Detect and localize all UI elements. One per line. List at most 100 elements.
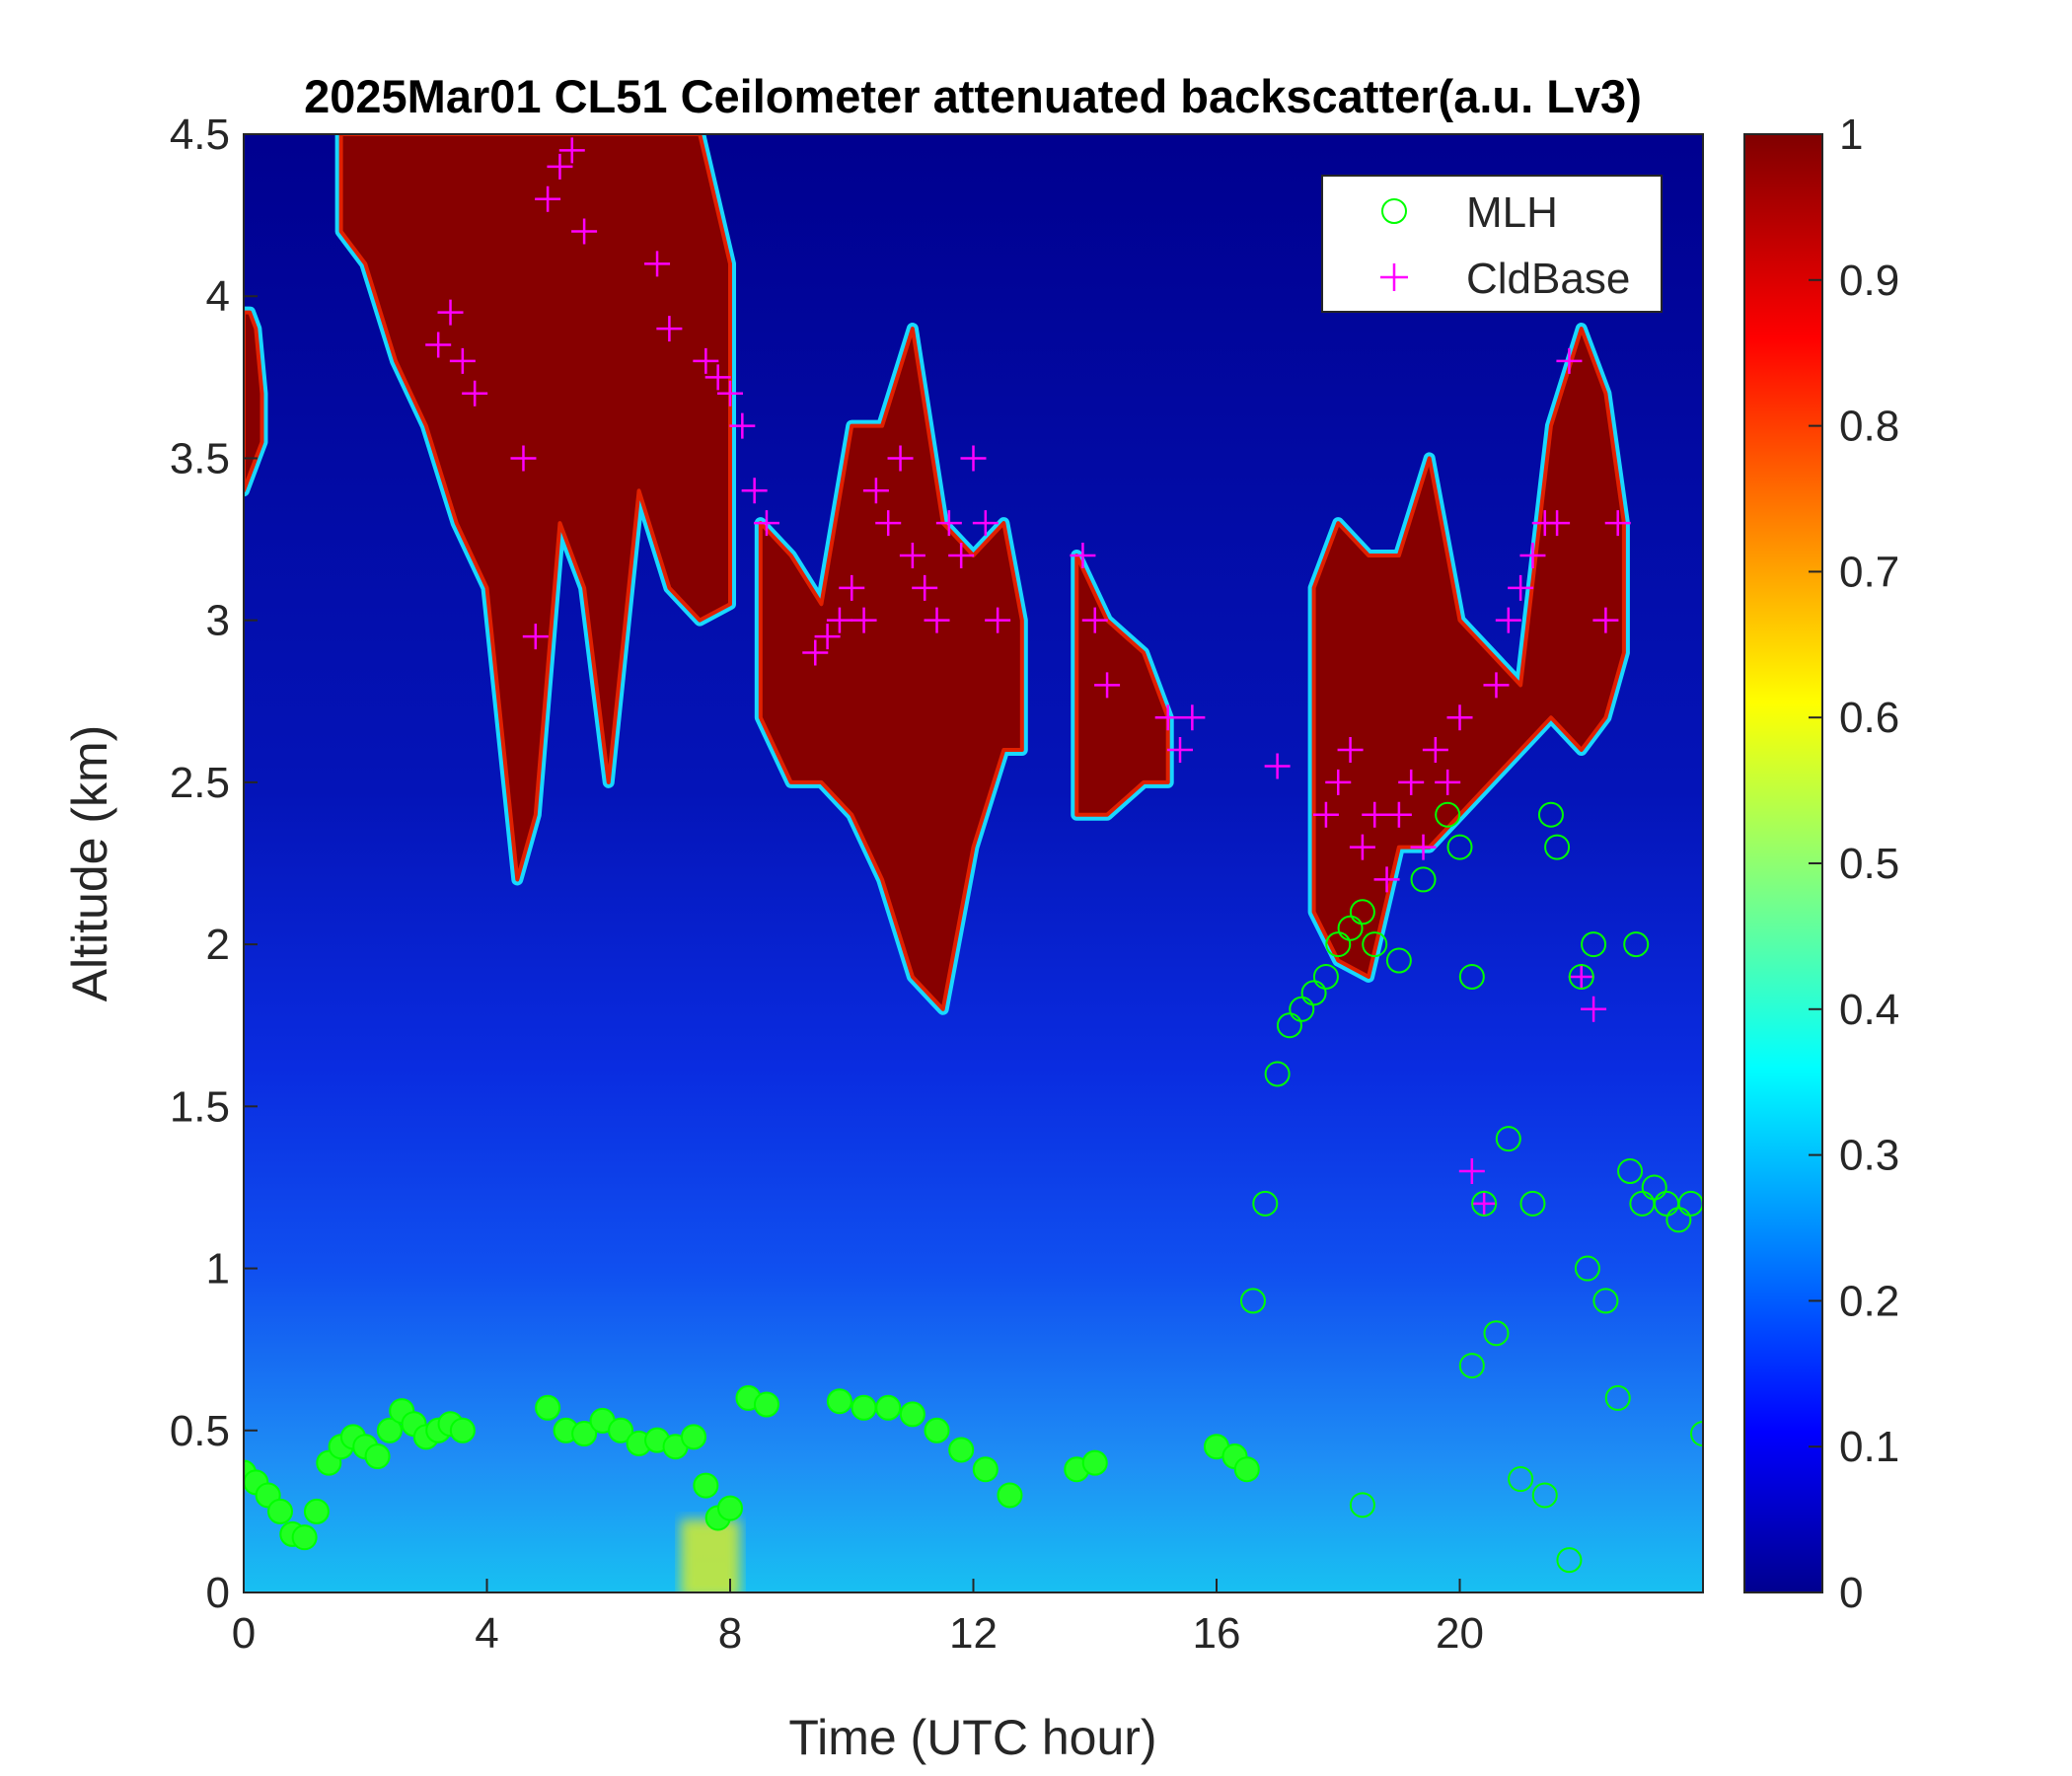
- y-tick-label: 0: [206, 1569, 230, 1617]
- cldbase-point: [899, 542, 925, 568]
- mlh-point: [1690, 1421, 1703, 1447]
- mlh-point: [266, 1498, 293, 1524]
- colorbar-tick-label: 0.9: [1839, 257, 1899, 305]
- cldbase-point: [1081, 607, 1108, 633]
- x-axis: 0 4 8 12 16 20: [232, 1579, 1484, 1658]
- y-tick-label: 4: [206, 272, 230, 321]
- cldbase-point: [1568, 963, 1594, 990]
- cldbase-point: [1471, 1190, 1498, 1217]
- mlh-point: [1458, 1353, 1485, 1379]
- mlh-point: [1349, 899, 1375, 925]
- mlh-point: [1519, 1190, 1546, 1217]
- cldbase-point: [1446, 704, 1473, 731]
- colorbar-tick-label: 1: [1839, 111, 1863, 159]
- mlh-point: [1604, 1384, 1631, 1411]
- legend: MLH CldBase: [1321, 175, 1663, 313]
- mlh-point: [681, 1424, 707, 1450]
- mlh-point: [1337, 915, 1364, 941]
- mlh-point: [1568, 963, 1594, 990]
- mlh-point: [1531, 1482, 1558, 1509]
- y-tick-label: 3.5: [170, 434, 230, 482]
- mlh-point: [1410, 866, 1437, 893]
- y-tick-label: 4.5: [170, 111, 230, 159]
- cloud-layer-2: [758, 327, 1024, 1011]
- colorbar-ticks: 0 0.1 0.2 0.3 0.4 0.5 0.6 0.7 0.8 0.9 1: [1809, 111, 1899, 1617]
- legend-cldbase-label: CldBase: [1466, 255, 1630, 303]
- cldbase-point: [887, 445, 914, 472]
- cldbase-point: [1508, 574, 1534, 601]
- mlh-point: [875, 1394, 902, 1421]
- cldbase-point: [1349, 834, 1375, 860]
- cldbase-point: [693, 347, 719, 374]
- mlh-point: [753, 1391, 779, 1418]
- cldbase-point: [1154, 704, 1181, 731]
- mlh-point: [303, 1498, 330, 1524]
- mlh-point: [826, 1388, 852, 1415]
- cldbase-point: [1581, 996, 1607, 1022]
- mlh-point: [1471, 1190, 1498, 1217]
- mlh-point: [1592, 1288, 1619, 1314]
- mlh-point: [1483, 1320, 1510, 1347]
- cldbase-point: [449, 347, 476, 374]
- cldbase-point: [862, 478, 889, 504]
- cldbase-point: [1167, 737, 1194, 764]
- x-tick-label: 20: [1436, 1609, 1484, 1658]
- mlh-point: [851, 1394, 877, 1421]
- cldbase-point: [1422, 737, 1448, 764]
- cldbase-point: [1519, 542, 1546, 568]
- x-tick-label: 0: [232, 1609, 256, 1658]
- mlh-point: [693, 1472, 719, 1499]
- legend-mlh-marker: [1381, 198, 1407, 224]
- cldbase-point: [558, 137, 585, 164]
- cldbase-point: [510, 445, 537, 472]
- y-tick-label: 3: [206, 597, 230, 645]
- mlh-point: [1233, 1456, 1260, 1483]
- mlh-point: [997, 1482, 1023, 1509]
- x-tick-label: 12: [949, 1609, 998, 1658]
- mlh-point: [1665, 1207, 1692, 1233]
- mlh-point: [899, 1401, 925, 1428]
- cldbase-point: [547, 153, 573, 180]
- mlh-point: [1300, 980, 1327, 1006]
- cldbase-point: [1544, 510, 1571, 537]
- mlh-point: [291, 1524, 318, 1551]
- legend-box: [1321, 175, 1663, 313]
- mlh-series: [244, 801, 1703, 1574]
- cldbase-point: [1325, 769, 1352, 795]
- cldbase-point: [972, 510, 999, 537]
- cldbase-point: [571, 218, 598, 245]
- cldbase-point: [1604, 510, 1631, 537]
- mlh-point: [1264, 1061, 1291, 1087]
- mlh-point: [1081, 1449, 1108, 1476]
- cldbase-point: [1458, 1158, 1485, 1185]
- mlh-point: [948, 1437, 975, 1463]
- colorbar-tick-label: 0.3: [1839, 1132, 1899, 1180]
- mlh-point: [1508, 1466, 1534, 1493]
- mlh-point: [1276, 1012, 1302, 1039]
- cldbase-point: [1592, 607, 1619, 633]
- cldbase-point: [462, 380, 488, 407]
- colorbar: 0 0.1 0.2 0.3 0.4 0.5 0.6 0.7 0.8 0.9 1: [1743, 111, 1899, 1617]
- mlh-point: [1385, 947, 1412, 974]
- cldbase-point: [1385, 801, 1412, 828]
- cldbase-point: [1410, 834, 1437, 860]
- cldbase-point: [1398, 769, 1425, 795]
- mlh-point: [1435, 801, 1461, 828]
- mlh-point: [449, 1417, 476, 1443]
- cldbase-point: [753, 510, 779, 537]
- mlh-point: [535, 1394, 561, 1421]
- cldbase-point: [948, 542, 975, 568]
- cldbase-point: [1264, 753, 1291, 779]
- x-tick-label: 16: [1193, 1609, 1241, 1658]
- cloud-layer-1: [338, 134, 732, 882]
- cldbase-point: [912, 574, 938, 601]
- y-axis-label: Altitude (km): [62, 725, 117, 1002]
- mlh-point: [717, 1495, 743, 1521]
- x-axis-label: Time (UTC hour): [788, 1710, 1156, 1765]
- colorbar-tick-label: 0.8: [1839, 403, 1899, 451]
- mlh-point: [1325, 931, 1352, 958]
- cldbase-series: [425, 137, 1631, 1217]
- cldbase-point: [1373, 866, 1400, 893]
- cldbase-point: [717, 380, 743, 407]
